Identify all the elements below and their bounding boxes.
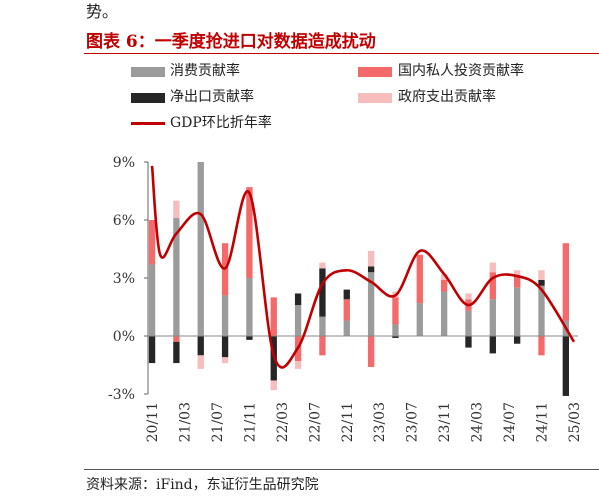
bar-net-exports (294, 293, 302, 306)
legend-swatch-net-exports (131, 93, 165, 103)
legend-label-private-investment: 国内私人投资贡献率 (398, 63, 524, 79)
x-tick-label: 21/11 (242, 402, 258, 442)
bar-net-exports (367, 266, 375, 273)
bar-consumption (173, 218, 180, 336)
bar-consumption (197, 162, 204, 336)
bar-government (465, 293, 472, 300)
y-tick-label: -3% (108, 387, 135, 403)
source-note: 资料来源：iFind，东证衍生品研究院 (86, 477, 319, 493)
bar-private-investment (489, 272, 496, 300)
y-tick-label: 6% (113, 213, 135, 229)
figure-title: 图表 6：一季度抢进口对数据造成扰动 (86, 32, 376, 52)
y-tick-label: 3% (113, 271, 135, 287)
x-tick-label: 20/11 (145, 402, 161, 442)
bar-net-exports (148, 336, 156, 364)
legend-label-net-exports: 净出口贡献率 (170, 89, 254, 105)
bar-consumption (465, 310, 472, 336)
bar-net-exports (343, 289, 350, 300)
title-divider (84, 53, 599, 54)
bar-consumption (148, 264, 156, 336)
bar-private-investment (367, 336, 375, 367)
bar-consumption (319, 316, 326, 336)
bar-consumption (440, 291, 448, 336)
bar-consumption (416, 303, 423, 336)
x-tick-label: 24/03 (470, 402, 486, 442)
bar-net-exports (489, 336, 496, 354)
bar-net-exports (221, 336, 229, 358)
x-tick-label: 22/11 (340, 402, 356, 442)
y-tick-label: 0% (113, 329, 135, 345)
bar-net-exports (246, 336, 253, 340)
bar-net-exports (513, 336, 521, 344)
bar-net-exports (392, 336, 399, 338)
bar-net-exports (319, 268, 326, 317)
bar-net-exports (562, 336, 569, 396)
bar-government (367, 250, 375, 267)
x-tick-label: 23/11 (437, 402, 453, 442)
bar-government (538, 270, 545, 280)
bar-consumption (392, 324, 399, 336)
bar-consumption (367, 272, 375, 336)
legend-label-consumption: 消费贡献率 (170, 63, 240, 79)
bar-private-investment (148, 220, 156, 265)
bar-net-exports (197, 336, 204, 356)
bar-private-investment (416, 254, 423, 304)
bar-consumption (221, 295, 229, 336)
y-tick-label: 9% (113, 155, 135, 171)
bar-private-investment (173, 336, 180, 342)
bar-private-investment (319, 336, 326, 356)
bar-net-exports (173, 341, 180, 364)
legend-swatch-gdp (131, 122, 165, 125)
gdp-line (150, 165, 576, 369)
legend-label-government: 政府支出贡献率 (398, 89, 496, 105)
legend-swatch-consumption (131, 67, 165, 77)
bar-private-investment (343, 299, 350, 321)
bar-private-investment (392, 297, 399, 325)
bar-government (440, 274, 448, 280)
bar-private-investment (440, 279, 448, 292)
bar-private-investment (538, 336, 545, 356)
x-tick-label: 23/03 (372, 402, 388, 442)
bar-government (173, 200, 180, 219)
bar-consumption (343, 320, 350, 336)
bar-private-investment (562, 243, 569, 321)
x-tick-label: 21/07 (210, 402, 226, 442)
bottom-divider (84, 469, 599, 470)
x-tick-label: 22/03 (275, 402, 291, 442)
legend-swatch-government (358, 93, 392, 103)
bar-government (197, 355, 204, 369)
legend-swatch-private-investment (358, 67, 392, 77)
x-tick-label: 24/07 (502, 402, 518, 442)
bar-government (221, 357, 229, 364)
bar-private-investment (270, 297, 277, 336)
bar-consumption (538, 285, 545, 336)
bar-consumption (246, 278, 253, 336)
bar-government (294, 361, 302, 369)
x-tick-label: 21/03 (178, 402, 194, 442)
bar-consumption (513, 287, 521, 336)
bar-government (319, 262, 326, 269)
preceding-text: 势。 (86, 2, 119, 21)
bar-net-exports (465, 336, 472, 348)
bar-private-investment (513, 276, 521, 288)
bar-government (513, 270, 521, 277)
bar-consumption (294, 305, 302, 336)
bar-consumption (489, 299, 496, 336)
x-tick-label: 22/07 (307, 402, 323, 442)
x-tick-label: 25/03 (567, 402, 583, 442)
bar-private-investment (246, 187, 253, 278)
x-tick-label: 24/11 (534, 402, 550, 442)
bar-net-exports (538, 279, 545, 286)
x-tick-label: 23/07 (405, 402, 421, 442)
bar-government (489, 262, 496, 273)
legend-label-gdp: GDP环比折年率 (170, 115, 272, 131)
bar-government (270, 380, 277, 391)
